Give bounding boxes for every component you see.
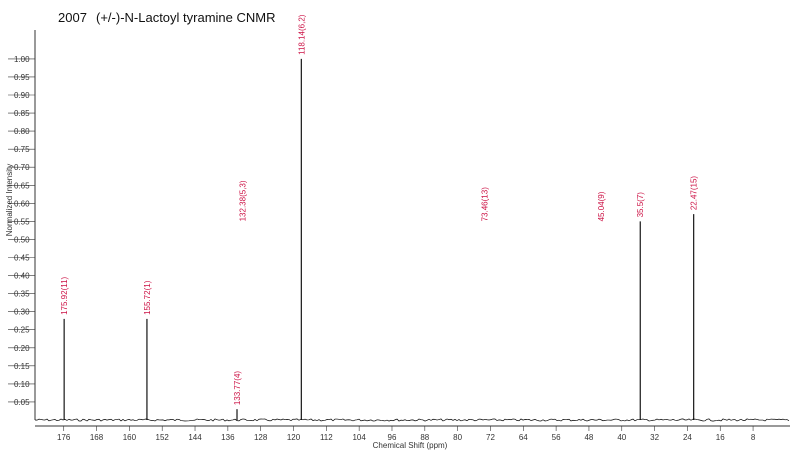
x-tick-label: 112 <box>320 433 333 442</box>
axes-group: 0.05 0.10 0.15 0.20 0.25 0.30 0.35 0.40 0.45 0.50… <box>8 30 790 442</box>
peak-label: 35.5(7) <box>636 192 645 218</box>
y-axis-title: Normalized Intensity <box>5 164 14 236</box>
y-tick-label: 0.75 <box>14 145 30 154</box>
baseline-trace <box>34 418 790 422</box>
y-tick-label: 0.65 <box>14 181 30 190</box>
y-tick-label: 0.15 <box>14 362 30 371</box>
x-axis-title: Chemical Shift (ppm) <box>373 441 448 450</box>
y-tick-label: 0.10 <box>14 380 30 389</box>
peak-label: 22.47(15) <box>690 176 699 211</box>
peak-label: 45.04(9) <box>597 191 606 221</box>
x-tick-label: 128 <box>254 433 268 442</box>
peak-label: 133.77(4) <box>233 371 242 406</box>
y-tick-label: 0.60 <box>14 199 30 208</box>
x-tick-label: 48 <box>584 433 593 442</box>
x-tick-label: 72 <box>486 433 495 442</box>
peak-label: 155.72(1) <box>143 280 152 315</box>
y-tick-label: 0.40 <box>14 272 30 281</box>
chart-year-label: 2007 <box>58 10 87 25</box>
x-tick-label: 40 <box>617 433 626 442</box>
x-tick-label: 160 <box>123 433 137 442</box>
x-tick-label: 56 <box>552 433 561 442</box>
x-tick-label: 32 <box>650 433 659 442</box>
y-tick-label: 0.90 <box>14 91 30 100</box>
x-tick-label: 176 <box>57 433 71 442</box>
x-tick-label: 80 <box>453 433 462 442</box>
x-tick-label: 120 <box>287 433 301 442</box>
y-tick-label: 0.50 <box>14 235 30 244</box>
x-tick-label: 136 <box>221 433 235 442</box>
y-tick-label: 0.70 <box>14 163 30 172</box>
y-tick-label: 0.55 <box>14 217 30 226</box>
x-tick-label: 152 <box>156 433 170 442</box>
y-tick-label: 1.00 <box>14 55 30 64</box>
y-tick-label: 0.85 <box>14 109 30 118</box>
x-tick-label: 104 <box>352 433 366 442</box>
peak-label: 73.46(13) <box>480 187 489 222</box>
x-tick-label: 168 <box>90 433 104 442</box>
y-tick-label: 0.45 <box>14 254 30 263</box>
y-tick-label: 0.80 <box>14 127 30 136</box>
y-tick-label: 0.95 <box>14 73 30 82</box>
peak-label: 175.92(11) <box>60 276 69 314</box>
y-tick-label: 0.25 <box>14 326 30 335</box>
y-tick-label: 0.35 <box>14 290 30 299</box>
y-tick-label: 0.05 <box>14 398 30 407</box>
chart-title: (+/-)-N-Lactoyl tyramine CNMR <box>96 10 276 25</box>
y-tick-label: 0.30 <box>14 308 30 317</box>
x-tick-label: 144 <box>188 433 202 442</box>
peaks-group: 175.92(11) 155.72(1) 133.77(4) 132.38(5,3) 1… <box>60 14 699 420</box>
x-tick-label: 64 <box>519 433 528 442</box>
baseline-noise <box>34 418 790 422</box>
x-tick-label: 24 <box>683 433 692 442</box>
y-tick-label: 0.20 <box>14 344 30 353</box>
x-tick-label: 8 <box>751 433 756 442</box>
x-tick-label: 16 <box>716 433 725 442</box>
x-tick-label: 96 <box>388 433 397 442</box>
peak-label: 132.38(5,3) <box>239 180 248 221</box>
peak-label: 118.14(6,2) <box>297 14 306 55</box>
x-tick-label: 88 <box>420 433 429 442</box>
